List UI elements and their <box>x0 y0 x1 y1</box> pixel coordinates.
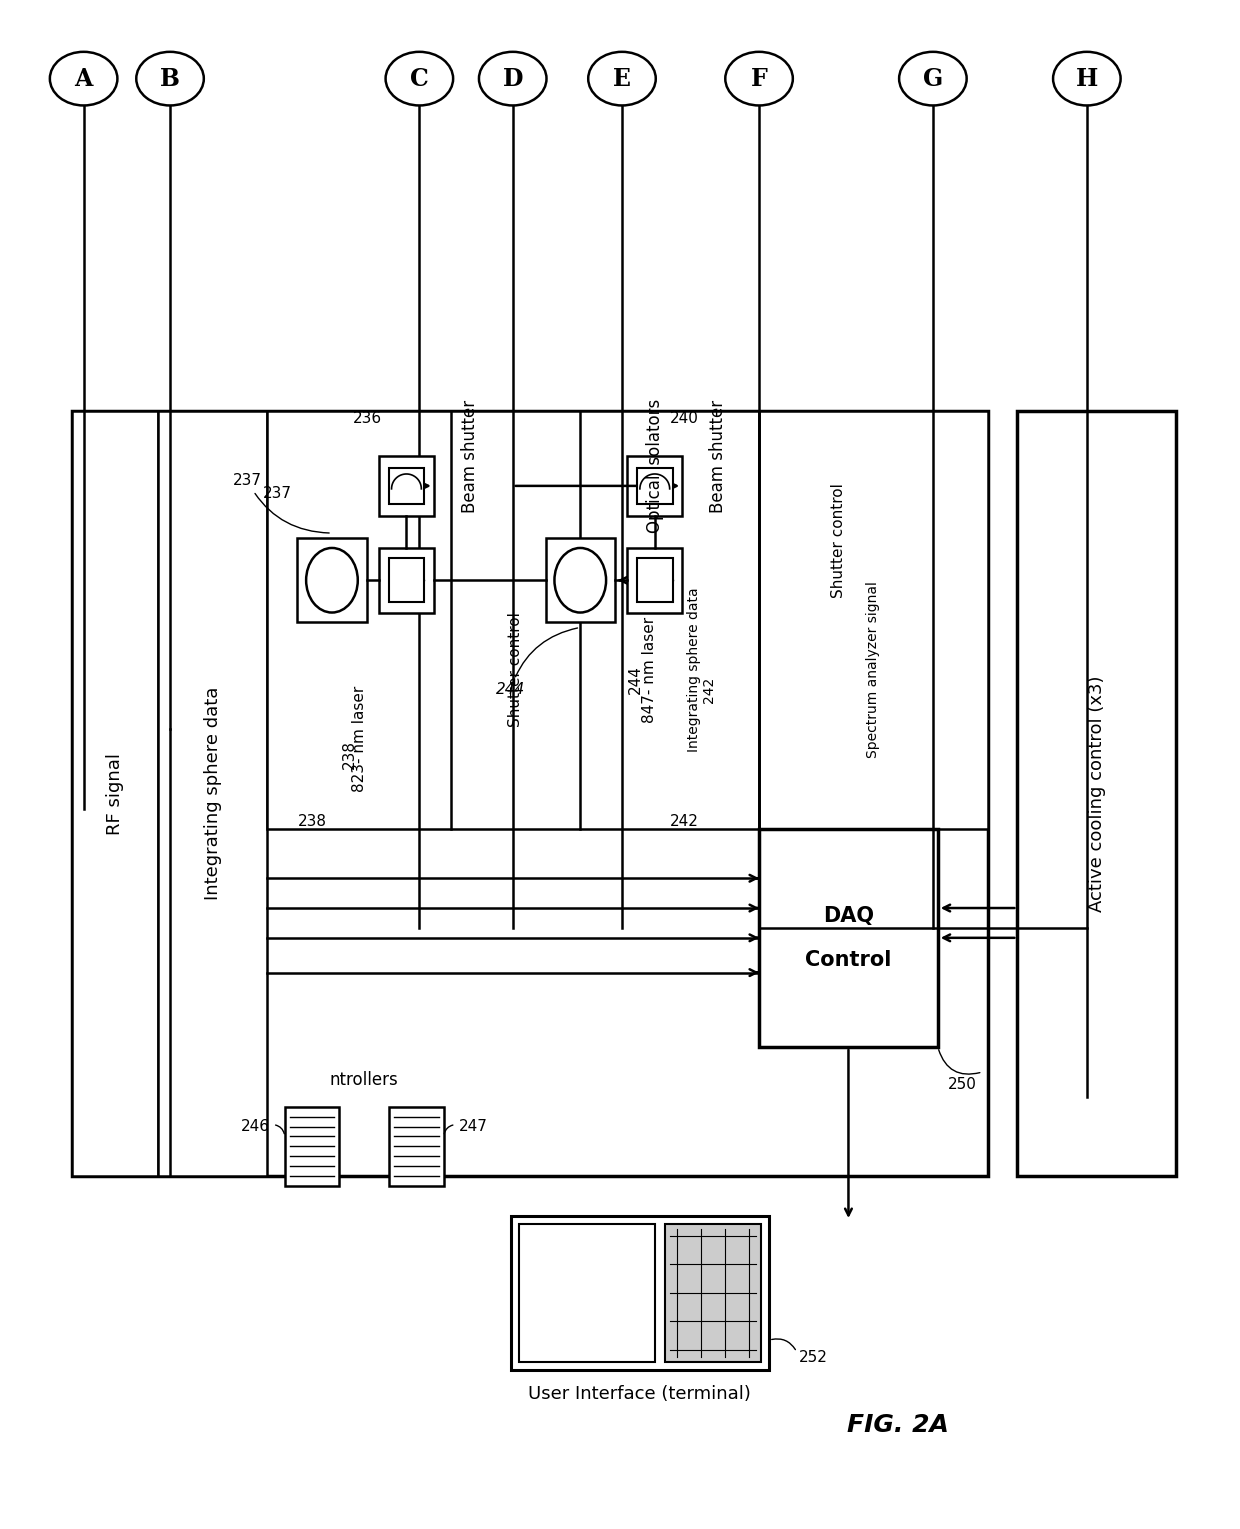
Bar <box>627 456 682 515</box>
Text: Optical isolators: Optical isolators <box>646 399 663 534</box>
Bar <box>759 829 937 1047</box>
Ellipse shape <box>588 52 656 106</box>
Text: H: H <box>1075 67 1099 90</box>
Bar <box>637 468 672 503</box>
Text: DAQ: DAQ <box>823 907 874 927</box>
Text: RF signal: RF signal <box>105 752 124 835</box>
Text: Integrating sphere data: Integrating sphere data <box>687 587 702 752</box>
Bar <box>1017 411 1177 1176</box>
Text: 240: 240 <box>670 411 698 427</box>
Text: F: F <box>750 67 768 90</box>
Text: Control: Control <box>805 950 892 969</box>
Bar <box>268 411 987 829</box>
Text: 244: 244 <box>496 628 578 697</box>
Text: 236: 236 <box>352 411 382 427</box>
Text: 246: 246 <box>241 1119 270 1135</box>
Text: 242: 242 <box>670 813 698 829</box>
Bar <box>627 547 682 613</box>
Text: Active cooling control (x3): Active cooling control (x3) <box>1087 676 1106 913</box>
Bar <box>388 468 424 503</box>
Text: 250: 250 <box>947 1076 977 1092</box>
Text: Beam shutter: Beam shutter <box>461 399 479 512</box>
Bar <box>72 411 987 1176</box>
Text: User Interface (terminal): User Interface (terminal) <box>528 1385 751 1402</box>
Ellipse shape <box>306 547 358 613</box>
Ellipse shape <box>554 547 606 613</box>
Text: 252: 252 <box>799 1350 827 1365</box>
Text: Integrating sphere data: Integrating sphere data <box>203 687 222 901</box>
Text: Shutter control: Shutter control <box>508 612 523 728</box>
Bar <box>389 1107 444 1187</box>
Bar <box>388 558 424 602</box>
Bar <box>546 538 615 622</box>
Text: D: D <box>502 67 523 90</box>
Text: B: B <box>160 67 180 90</box>
Text: 823- nm laser: 823- nm laser <box>352 687 367 792</box>
Text: G: G <box>923 67 942 90</box>
Text: A: A <box>74 67 93 90</box>
Text: 247: 247 <box>459 1119 487 1135</box>
Bar <box>379 456 434 515</box>
Ellipse shape <box>1053 52 1121 106</box>
Text: 237: 237 <box>233 474 329 534</box>
Ellipse shape <box>899 52 967 106</box>
Text: E: E <box>613 67 631 90</box>
Text: 244: 244 <box>627 665 642 694</box>
Bar <box>637 558 672 602</box>
Text: 242: 242 <box>702 676 717 703</box>
Text: ntrollers: ntrollers <box>330 1070 398 1089</box>
Bar <box>159 411 268 1176</box>
Ellipse shape <box>725 52 792 106</box>
Ellipse shape <box>136 52 203 106</box>
Text: C: C <box>410 67 429 90</box>
Text: 847- nm laser: 847- nm laser <box>642 616 657 723</box>
Text: 238: 238 <box>342 740 357 769</box>
Bar <box>298 538 367 622</box>
Text: FIG. 2A: FIG. 2A <box>847 1413 949 1437</box>
Text: 237: 237 <box>263 486 291 502</box>
Ellipse shape <box>50 52 118 106</box>
Ellipse shape <box>386 52 453 106</box>
Text: Spectrum analyzer signal: Spectrum analyzer signal <box>867 581 880 758</box>
Text: Beam shutter: Beam shutter <box>709 399 728 512</box>
Text: Shutter control: Shutter control <box>831 483 846 598</box>
Bar <box>518 1223 655 1362</box>
Text: 238: 238 <box>298 813 326 829</box>
Bar <box>72 411 159 1176</box>
Ellipse shape <box>479 52 547 106</box>
Bar <box>511 1216 769 1370</box>
Bar <box>379 547 434 613</box>
Bar <box>285 1107 340 1187</box>
Bar <box>665 1223 761 1362</box>
